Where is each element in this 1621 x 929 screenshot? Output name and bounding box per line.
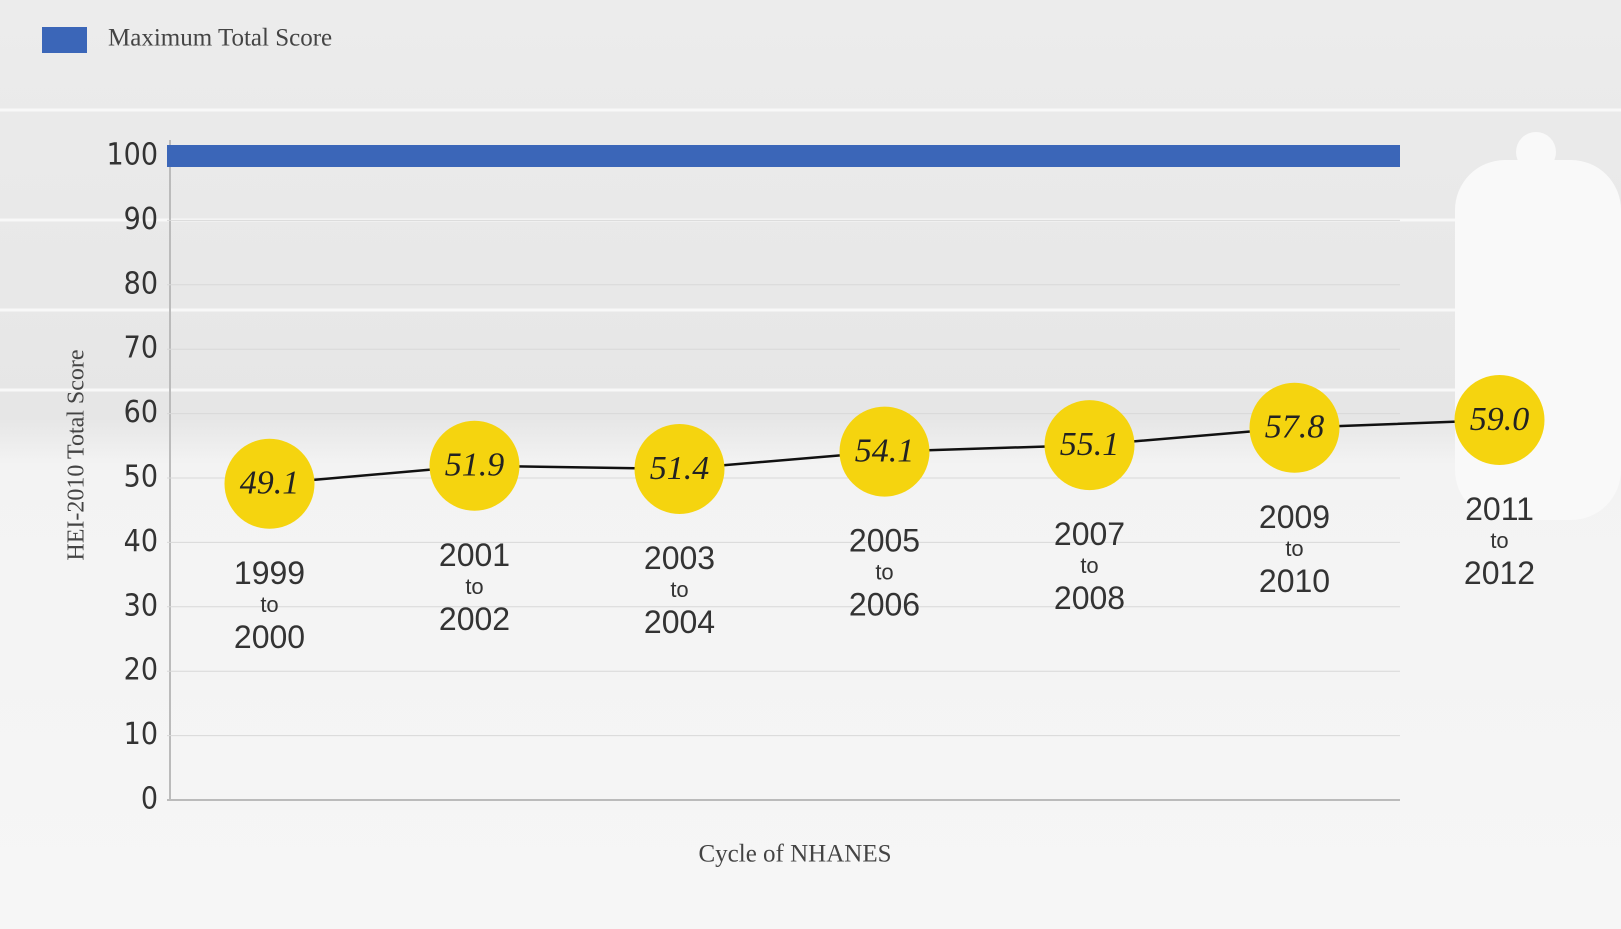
score-marker	[1454, 375, 1545, 466]
x-tick-label: 2003 to 2004	[644, 540, 715, 640]
x-tick-label: 1999 to 2000	[234, 555, 305, 655]
y-tick-label: 70	[124, 331, 158, 366]
score-marker	[1044, 400, 1135, 491]
value-label: 49.1	[240, 465, 300, 502]
value-label: 51.4	[650, 450, 710, 487]
x-tick-label: 2007 to 2008	[1054, 517, 1125, 617]
jar	[1455, 160, 1621, 520]
y-tick-label: 0	[141, 782, 158, 817]
jar-lid	[1516, 132, 1556, 172]
x-tick-label: 2011 to 2012	[1464, 491, 1535, 591]
y-tick-label: 60	[124, 395, 158, 430]
value-label: 55.1	[1060, 426, 1120, 463]
score-marker	[634, 423, 725, 514]
y-tick-label: 90	[124, 202, 158, 237]
y-tick-label: 50	[124, 460, 158, 495]
score-marker	[429, 420, 520, 511]
y-axis-label: HEI-2010 Total Score	[64, 349, 90, 560]
x-tick-label: 2005 to 2006	[849, 523, 920, 623]
legend-swatch	[42, 27, 87, 53]
y-tick-label: 20	[124, 653, 158, 688]
value-label: 57.8	[1265, 409, 1325, 446]
y-tick-label: 10	[124, 717, 158, 752]
legend-label: Maximum Total Score	[108, 25, 332, 52]
score-marker	[839, 406, 930, 497]
x-tick-label: 2001 to 2002	[439, 537, 510, 637]
x-tick-label: 2009 to 2010	[1259, 499, 1330, 599]
value-label: 54.1	[855, 432, 915, 469]
value-label: 59.0	[1470, 401, 1530, 438]
y-tick-label: 40	[124, 524, 158, 559]
y-tick-label: 30	[124, 588, 158, 623]
y-tick-label: 100	[106, 138, 158, 173]
value-label: 51.9	[445, 447, 505, 484]
y-tick-label: 80	[124, 266, 158, 301]
x-axis-label: Cycle of NHANES	[698, 841, 891, 868]
score-marker	[1249, 382, 1340, 473]
score-marker	[224, 438, 315, 529]
